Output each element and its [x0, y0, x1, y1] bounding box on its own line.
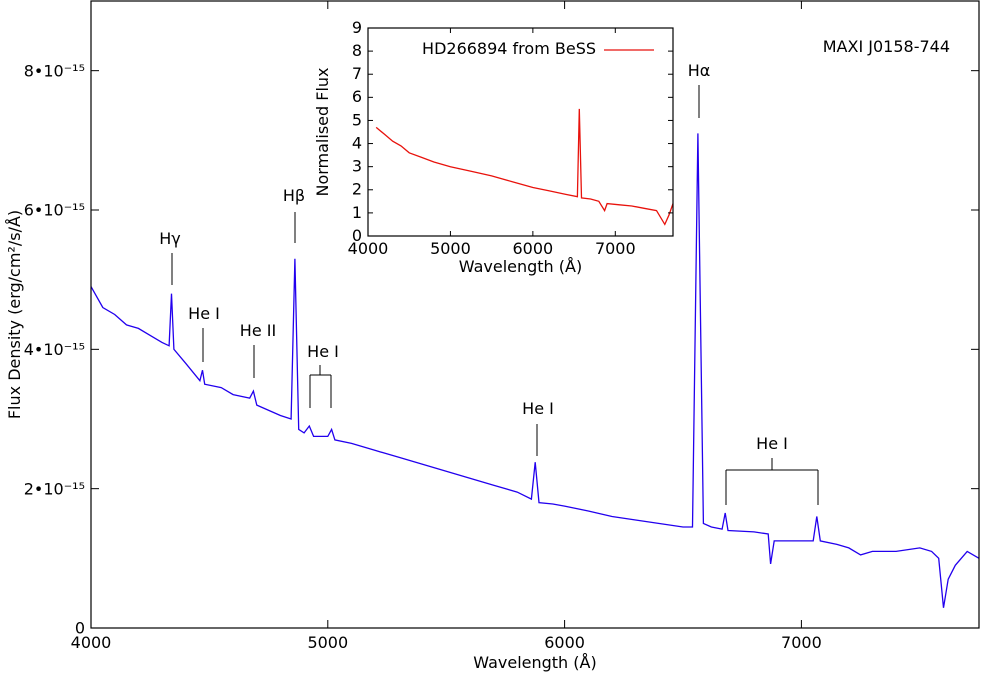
- y-tick-label: 1: [352, 203, 362, 222]
- line-annotation: He I: [307, 342, 339, 361]
- chart-title: MAXI J0158-744: [823, 37, 950, 56]
- line-annotation: He I: [756, 434, 788, 453]
- x-tick-label: 7000: [781, 633, 822, 652]
- y-tick-label: 2•10⁻¹⁵: [24, 479, 85, 498]
- line-annotation: He I: [522, 399, 554, 418]
- y-tick-label: 6•10⁻¹⁵: [24, 201, 85, 220]
- plot: 4000 5000 6000 7000 0 2•10⁻¹⁵ 4•10⁻¹⁵ 6•10⁻¹⁵ 8•…: [5, 0, 980, 672]
- line-annotation: He II: [240, 321, 276, 340]
- y-tick-label: 2: [352, 180, 362, 199]
- spectrum-line: [375, 108, 674, 226]
- plot: HD266894 from BeSS 4000 5000 6000 7000 0 1 2 3 4 5…: [313, 18, 674, 276]
- y-tick-label: 6: [352, 87, 362, 106]
- x-tick-label: 4000: [348, 239, 389, 258]
- x-axis-label: Wavelength (Å): [473, 653, 596, 672]
- x-tick-label: 4000: [71, 633, 112, 652]
- y-tick-label: 3: [352, 157, 362, 176]
- x-tick-label: 6000: [544, 633, 585, 652]
- x-axis-label: Wavelength (Å): [459, 257, 582, 276]
- y-tick-label: 5: [352, 110, 362, 129]
- x-tick-label: 6000: [513, 239, 554, 258]
- spectrum-line: [90, 133, 980, 608]
- line-annotation: Hγ: [159, 229, 181, 248]
- x-tick-label: 5000: [307, 633, 348, 652]
- y-tick-label: 4: [352, 133, 362, 152]
- legend-label: HD266894 from BeSS: [422, 39, 596, 58]
- plot-frame: [367, 27, 674, 237]
- inset-background: [368, 28, 673, 236]
- y-axis-label: Flux Density (erg/cm²/s/Å): [5, 210, 24, 419]
- y-tick-label: 8•10⁻¹⁵: [24, 61, 85, 80]
- y-tick-label: 7: [352, 64, 362, 83]
- y-tick-label: 9: [352, 18, 362, 37]
- x-tick-label: 5000: [430, 239, 471, 258]
- line-annotation: He I: [188, 304, 220, 323]
- y-axis-label: Normalised Flux: [313, 67, 332, 196]
- line-annotation: Hβ: [283, 186, 305, 205]
- x-tick-label: 7000: [595, 239, 636, 258]
- line-annotation: Hα: [688, 61, 711, 80]
- y-tick-label: 4•10⁻¹⁵: [24, 340, 85, 359]
- y-tick-label: 0: [352, 226, 362, 245]
- plot-frame: [90, 0, 980, 629]
- y-tick-label: 0: [75, 619, 85, 638]
- y-tick-label: 8: [352, 41, 362, 60]
